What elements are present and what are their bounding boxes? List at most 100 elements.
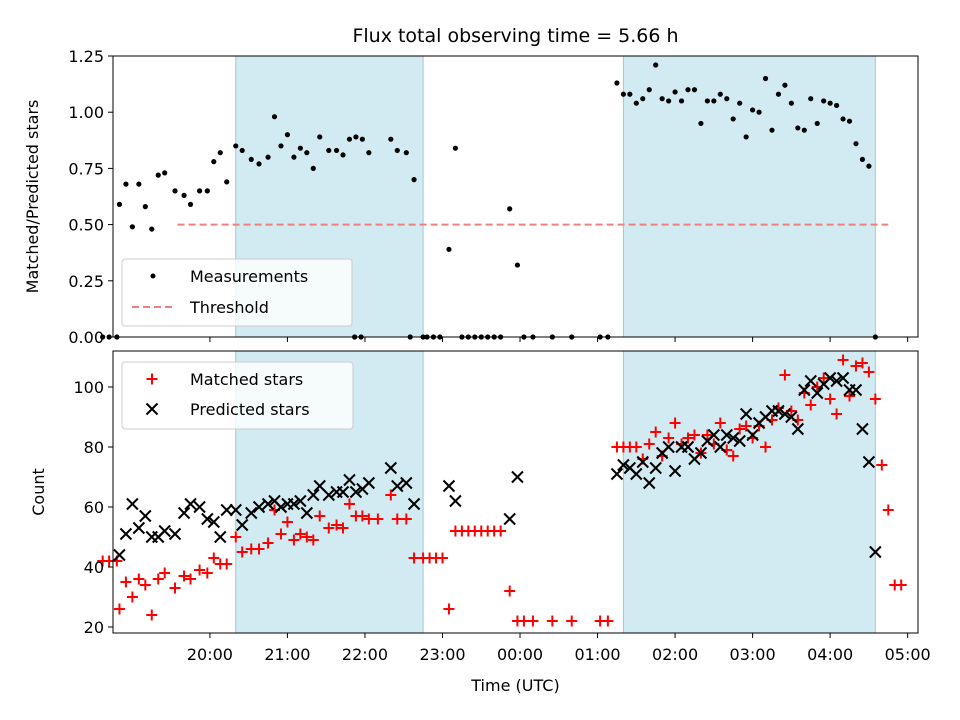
- predicted-star-point: [503, 512, 516, 526]
- matched-star-point: [343, 498, 355, 510]
- measurement-point: [196, 188, 203, 194]
- predicted-star-point: [193, 500, 206, 514]
- predicted-star-point: [714, 440, 727, 454]
- matched-star-point: [356, 510, 368, 522]
- measurement-point: [346, 136, 353, 142]
- measurement-point: [217, 150, 223, 156]
- matched-star-point: [323, 522, 335, 534]
- matched-star-point: [301, 531, 313, 543]
- measurement-point: [149, 226, 155, 232]
- chart-title: Flux total observing time = 5.66 h: [352, 25, 678, 47]
- predicted-star-point: [214, 530, 227, 544]
- predicted-star-point: [739, 407, 753, 421]
- matched-star-point: [856, 357, 868, 369]
- threshold-legend-label: Threshold: [189, 298, 269, 317]
- matched-star-point: [682, 432, 694, 444]
- predicted-star-point: [869, 545, 882, 559]
- measurement-point: [116, 201, 123, 207]
- matched-star-point: [185, 573, 197, 585]
- matched-star-point: [152, 573, 164, 585]
- top-y-tick-label: 0.25: [68, 272, 104, 291]
- measurement-point: [514, 262, 521, 268]
- measurement-point: [353, 134, 359, 140]
- matched-star-point: [844, 390, 856, 402]
- matched-star-point: [314, 510, 326, 522]
- predicted-star-point: [274, 500, 288, 514]
- predicted-star-point: [384, 461, 398, 475]
- predicted-star-point: [630, 467, 643, 481]
- predicted-star-point: [158, 524, 171, 538]
- matched-star-point: [294, 528, 306, 540]
- matched-star-point: [630, 441, 642, 453]
- matched-star-point: [221, 558, 233, 570]
- measurement-point: [737, 100, 743, 106]
- matched-star-point: [669, 417, 681, 429]
- matched-star-point: [546, 615, 558, 627]
- top-y-tick-label: 0.50: [68, 216, 104, 235]
- top-y-tick-label: 0.00: [68, 328, 104, 347]
- measurement-point: [801, 127, 807, 133]
- measurement-point: [717, 91, 723, 97]
- predicted-star-point: [798, 383, 811, 397]
- predicted-star-point: [126, 497, 139, 511]
- predicted-star-point: [811, 386, 824, 400]
- matched-star-point: [337, 522, 349, 534]
- top-y-tick-label: 0.75: [68, 159, 104, 178]
- matched-star-point: [253, 543, 265, 555]
- predicted-star-point: [300, 506, 314, 520]
- predicted-star-point: [649, 461, 662, 475]
- predicted-star-point: [785, 410, 798, 424]
- predicted-star-point: [610, 467, 624, 481]
- predicted-star-point: [662, 440, 675, 454]
- predicted-star-point: [184, 497, 197, 511]
- measurement-point: [271, 114, 278, 120]
- predicted-star-point: [362, 476, 376, 490]
- top-x-ticks: [209, 337, 909, 342]
- predicted-star-point: [668, 464, 682, 478]
- predicted-star-point: [400, 476, 413, 490]
- matched-star-point: [275, 528, 287, 540]
- measurement-point: [685, 87, 691, 93]
- matched-star-point: [882, 504, 894, 516]
- measurement-point: [123, 181, 129, 187]
- top-y-ticks: 0.00 0.25 0.50 0.75 1.00 1.25: [68, 47, 113, 347]
- predicted-star-point: [245, 506, 258, 520]
- matched-star-point: [146, 609, 158, 621]
- measurement-point: [743, 134, 749, 140]
- measurement-point: [100, 334, 106, 340]
- measurement-point: [704, 98, 710, 104]
- measurement-point: [187, 201, 194, 207]
- measurement-point: [859, 156, 866, 163]
- x-tick-label: 03:00: [730, 645, 776, 664]
- predicted-star-point: [252, 500, 266, 514]
- measurement-point: [762, 75, 769, 82]
- measurement-point: [782, 82, 788, 88]
- matched-stars-legend-label: Matched stars: [190, 370, 303, 389]
- measurement-point: [265, 154, 271, 160]
- bottom-legend: Matched stars Predicted stars: [121, 361, 354, 430]
- predicted-star-point: [694, 446, 708, 460]
- measurement-point: [691, 87, 698, 93]
- predicted-stars-legend-label: Predicted stars: [190, 400, 310, 419]
- measurement-point: [730, 116, 736, 122]
- measurement-point: [821, 98, 827, 104]
- matched-star-point: [495, 525, 507, 537]
- predicted-star-point: [772, 404, 785, 418]
- matched-star-point: [139, 579, 151, 591]
- measurement-point: [750, 107, 756, 113]
- measurement-point: [446, 246, 452, 252]
- measurement-point: [795, 125, 801, 131]
- matched-star-point: [169, 582, 181, 594]
- matched-star-point: [230, 531, 242, 543]
- measurement-point: [633, 100, 639, 106]
- matched-star-point: [281, 516, 293, 528]
- bottom-y-axis-label: Count: [29, 468, 48, 516]
- x-tick-label: 00:00: [497, 645, 543, 664]
- measurement-point: [162, 170, 168, 176]
- predicted-star-point: [207, 515, 220, 529]
- measurement-point: [181, 192, 187, 198]
- measurement-point: [866, 163, 872, 169]
- predicted-star-point: [720, 428, 733, 442]
- measurement-point: [627, 91, 633, 97]
- measurement-point: [775, 91, 782, 97]
